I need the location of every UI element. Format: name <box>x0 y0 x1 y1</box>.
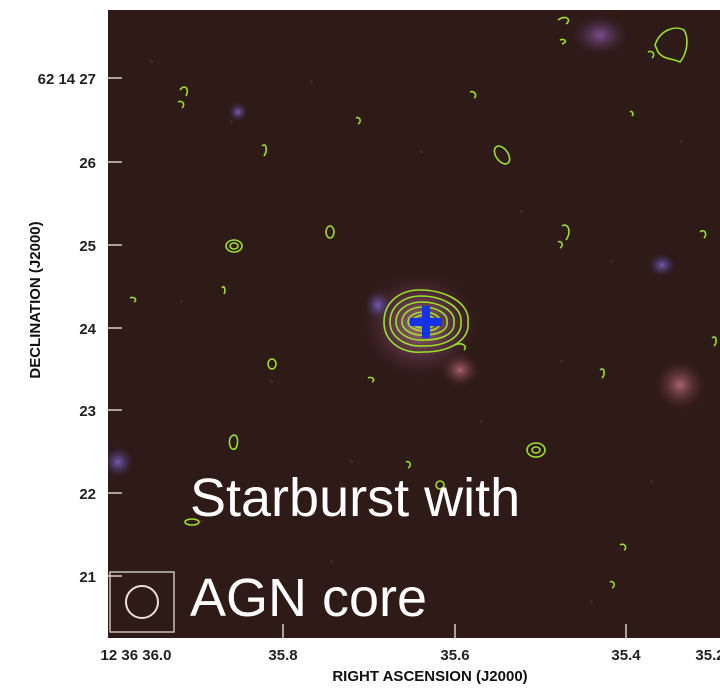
y-tick-label: 24 <box>79 321 96 338</box>
radio-contours <box>129 16 717 589</box>
x-tick-label: 35.4 <box>611 647 641 664</box>
plus-marker-icon <box>410 306 442 338</box>
x-tick-label: 12 36 36.0 <box>101 647 172 664</box>
x-tick-label: 35.2 <box>695 647 720 664</box>
y-tick-label: 22 <box>79 486 96 503</box>
x-tick-label: 35.8 <box>268 647 297 664</box>
x-axis-title: RIGHT ASCENSION (J2000) <box>332 668 527 685</box>
y-tick-label: 62 14 27 <box>38 71 96 88</box>
y-tick-label: 26 <box>79 155 96 172</box>
beam-ellipse-icon <box>109 571 175 633</box>
x-tick-label: 35.6 <box>440 647 469 664</box>
y-tick-label: 21 <box>79 569 96 586</box>
y-tick-label: 23 <box>79 403 96 420</box>
overlay-caption-line2: AGN core <box>190 568 427 628</box>
sky-features <box>108 13 717 633</box>
frame-ticks <box>108 77 627 638</box>
y-axis-title: DECLINATION (J2000) <box>27 221 44 378</box>
overlay-caption-line1: Starburst with <box>190 468 520 528</box>
y-tick-label: 25 <box>79 238 96 255</box>
